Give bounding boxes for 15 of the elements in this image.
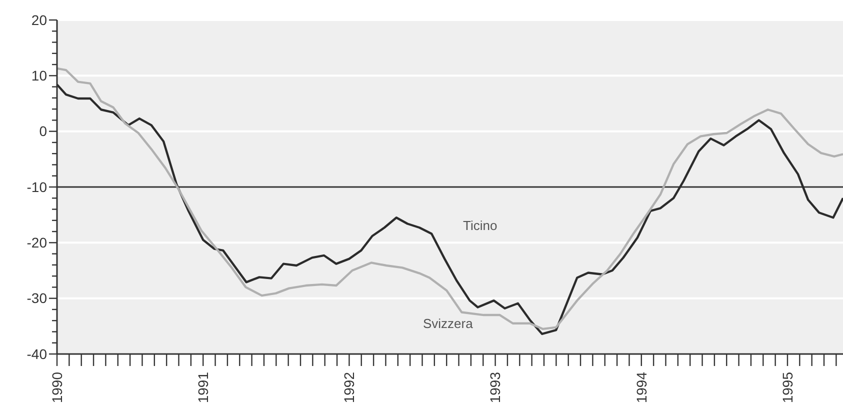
y-tick-label: 20 <box>31 12 48 28</box>
x-tick-label: 1992 <box>341 372 358 404</box>
y-tick-label: -10 <box>26 178 48 195</box>
x-tick-label: 1991 <box>194 372 211 404</box>
y-tick-label: 0 <box>39 123 48 140</box>
x-tick-label: 1994 <box>633 372 650 404</box>
x-tick-label: 1990 <box>48 372 65 404</box>
x-tick-label: 1993 <box>487 372 504 404</box>
y-tick-label: 10 <box>31 68 48 84</box>
y-tick-label: -20 <box>26 234 48 251</box>
series-label: Svizzera <box>423 316 474 331</box>
text: Ticino <box>463 218 498 233</box>
y-tick-label: -30 <box>26 290 48 306</box>
y-tick-label: -40 <box>26 346 48 362</box>
x-tick-label: 1995 <box>779 372 796 404</box>
